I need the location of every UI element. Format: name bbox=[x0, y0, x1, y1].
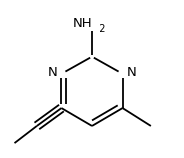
Text: N: N bbox=[126, 66, 136, 79]
Text: NH: NH bbox=[73, 17, 93, 30]
Text: 2: 2 bbox=[93, 24, 105, 34]
Text: N: N bbox=[48, 66, 58, 79]
